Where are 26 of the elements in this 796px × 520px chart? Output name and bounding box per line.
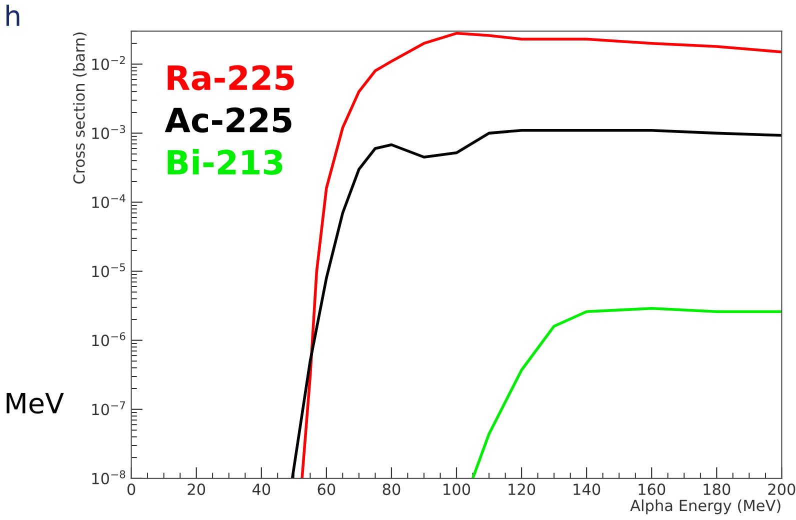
- text: Ac-225: [164, 107, 292, 133]
- x-tick-label: 120: [508, 484, 536, 496]
- x-axis-title: Alpha Energy (MeV): [630, 499, 780, 514]
- x-tick-label: 100: [444, 484, 470, 496]
- x-tick-label: 160: [638, 484, 666, 496]
- x-tick-label: 20: [188, 484, 206, 496]
- y-tick-label: 10$^{−6}$: [92, 332, 126, 346]
- text: h: [6, 4, 20, 26]
- series-label: Ra-225: [168, 65, 294, 90]
- x-tick-label: 60: [318, 484, 336, 496]
- y-tick-label: 10$^{−3}$: [92, 125, 126, 140]
- y-tick-label: 10$^{−2}$: [92, 56, 125, 70]
- x-tick-label: 140: [574, 484, 600, 496]
- y-axis-title: Cross section (barn): [73, 32, 87, 184]
- x-tick-label: 40: [252, 484, 270, 496]
- y-tick-label: 10$^{−8}$: [92, 470, 126, 484]
- y-tick-label: 10$^{−7}$: [92, 401, 126, 416]
- y-tick-label: 10$^{−4}$: [92, 194, 126, 208]
- x-tick-label: 180: [704, 484, 730, 496]
- line-series: [471, 307, 782, 478]
- text: Bi-213: [168, 149, 282, 175]
- x-tick-label: 0: [127, 484, 136, 496]
- y-tick-label: 10$^{−5}$: [92, 263, 125, 278]
- x-tick-label: 80: [382, 484, 400, 496]
- x-tick-label: 200: [768, 484, 796, 496]
- text: MeV: [6, 393, 64, 414]
